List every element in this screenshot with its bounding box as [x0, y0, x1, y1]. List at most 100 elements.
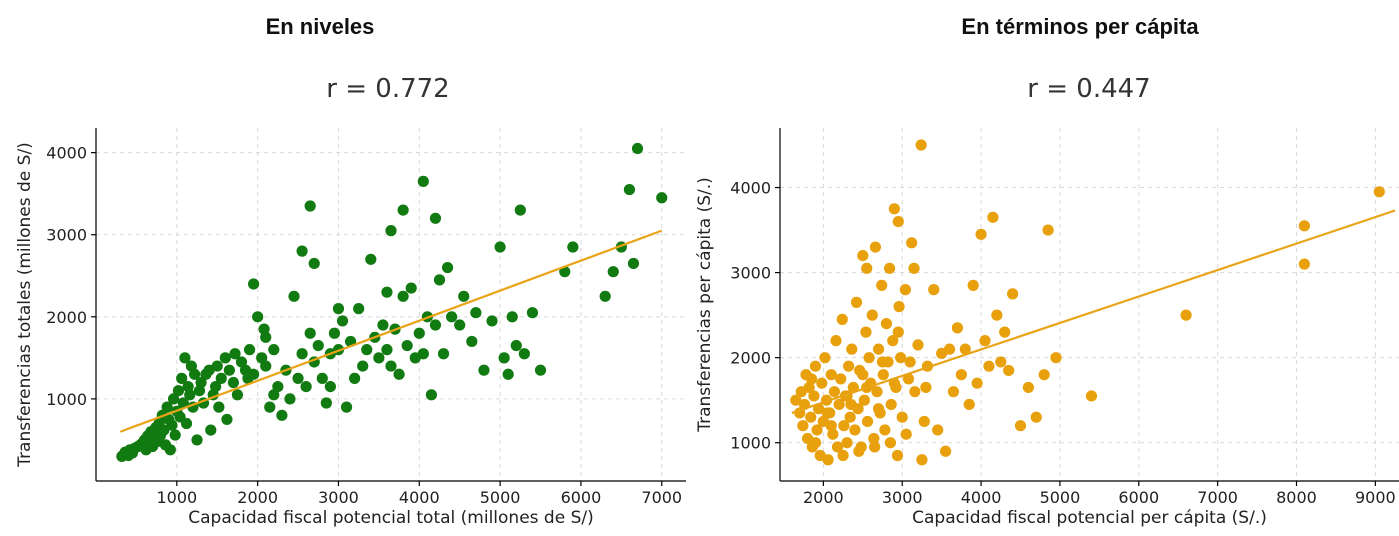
data-point: [607, 266, 619, 278]
y-axis-label: Transferencias per cápita (S/.): [695, 177, 715, 433]
data-point: [920, 381, 932, 394]
data-point: [906, 237, 918, 249]
data-point: [177, 397, 189, 409]
data-point: [340, 401, 353, 413]
data-point: [158, 424, 170, 436]
data-point: [857, 369, 869, 381]
data-point: [846, 343, 858, 355]
data-point: [518, 348, 530, 360]
data-point: [526, 307, 539, 319]
data-point: [904, 356, 916, 368]
data-point: [169, 429, 181, 441]
data-point: [332, 303, 345, 315]
data-point: [205, 424, 217, 436]
data-point: [825, 369, 837, 381]
data-point: [1373, 186, 1385, 198]
data-point: [827, 428, 839, 440]
data-point: [899, 284, 911, 296]
x-tick-label: 7000: [1197, 488, 1238, 507]
data-point: [243, 344, 256, 356]
data-point: [373, 352, 385, 364]
x-tick-label: 5000: [480, 488, 521, 507]
data-point: [825, 420, 837, 432]
x-tick-label: 4000: [961, 488, 1002, 507]
data-point: [902, 373, 915, 385]
data-point: [1050, 352, 1062, 364]
x-tick-label: 2000: [237, 488, 278, 507]
data-point: [891, 449, 904, 462]
data-point: [510, 339, 522, 352]
data-point: [316, 372, 328, 384]
data-point: [361, 344, 373, 356]
data-point: [971, 377, 983, 389]
data-point: [213, 401, 225, 413]
scatter-points: [116, 142, 668, 462]
x-tick-label: 6000: [561, 488, 602, 507]
data-point: [184, 389, 196, 401]
data-point: [869, 241, 882, 253]
data-point: [895, 352, 907, 364]
data-point: [836, 313, 848, 325]
data-point: [397, 204, 409, 216]
x-axis-label: Capacidad fiscal potencial total (millon…: [188, 508, 593, 528]
data-point: [876, 279, 888, 291]
regression-line: [791, 209, 1396, 414]
data-point: [900, 428, 912, 440]
data-point: [446, 311, 458, 323]
data-point: [268, 344, 280, 356]
data-point: [879, 424, 891, 436]
data-point: [627, 257, 640, 270]
data-point: [458, 290, 470, 302]
data-point: [1014, 420, 1027, 432]
data-point: [884, 437, 896, 449]
data-point: [195, 376, 207, 389]
scatter-points: [790, 139, 1385, 466]
data-point: [231, 389, 244, 401]
data-point: [893, 301, 905, 313]
data-point: [995, 356, 1007, 368]
data-point: [1038, 369, 1050, 381]
data-point: [967, 279, 979, 291]
data-point: [401, 339, 413, 352]
data-point: [1298, 220, 1310, 232]
data-point: [1298, 258, 1310, 270]
data-point: [1180, 309, 1192, 321]
panel-title-left: En niveles: [265, 14, 375, 39]
data-point: [868, 432, 880, 445]
data-point: [892, 215, 904, 228]
data-point: [167, 393, 180, 405]
data-point: [869, 441, 881, 453]
data-point: [429, 319, 442, 331]
data-point: [300, 380, 312, 393]
data-point: [276, 409, 288, 421]
data-point: [928, 284, 940, 296]
data-point: [959, 343, 971, 355]
grid-lines: [96, 128, 686, 481]
y-tick-label: 4000: [46, 144, 87, 163]
y-tick-label: 3000: [730, 264, 771, 283]
data-point: [915, 139, 927, 151]
data-point: [932, 424, 944, 436]
data-point: [1030, 411, 1042, 423]
data-point: [365, 253, 377, 265]
data-point: [831, 441, 844, 453]
grid-lines: [780, 128, 1399, 481]
data-point: [849, 424, 861, 436]
x-tick-label: 9000: [1355, 488, 1396, 507]
data-point: [912, 339, 924, 351]
data-point: [498, 352, 510, 364]
data-point: [805, 373, 818, 385]
chart-subtitle: r = 0.772: [326, 74, 449, 104]
data-point: [567, 241, 579, 253]
data-point: [811, 424, 823, 436]
x-tick-label: 5000: [1040, 488, 1081, 507]
data-point: [844, 411, 856, 423]
x-tick-label: 1000: [156, 488, 197, 507]
data-point: [805, 411, 817, 423]
y-tick-label: 2000: [46, 308, 87, 327]
data-point: [470, 307, 482, 319]
data-point: [828, 386, 841, 398]
data-point: [892, 326, 904, 338]
x-tick-label: 4000: [399, 488, 440, 507]
